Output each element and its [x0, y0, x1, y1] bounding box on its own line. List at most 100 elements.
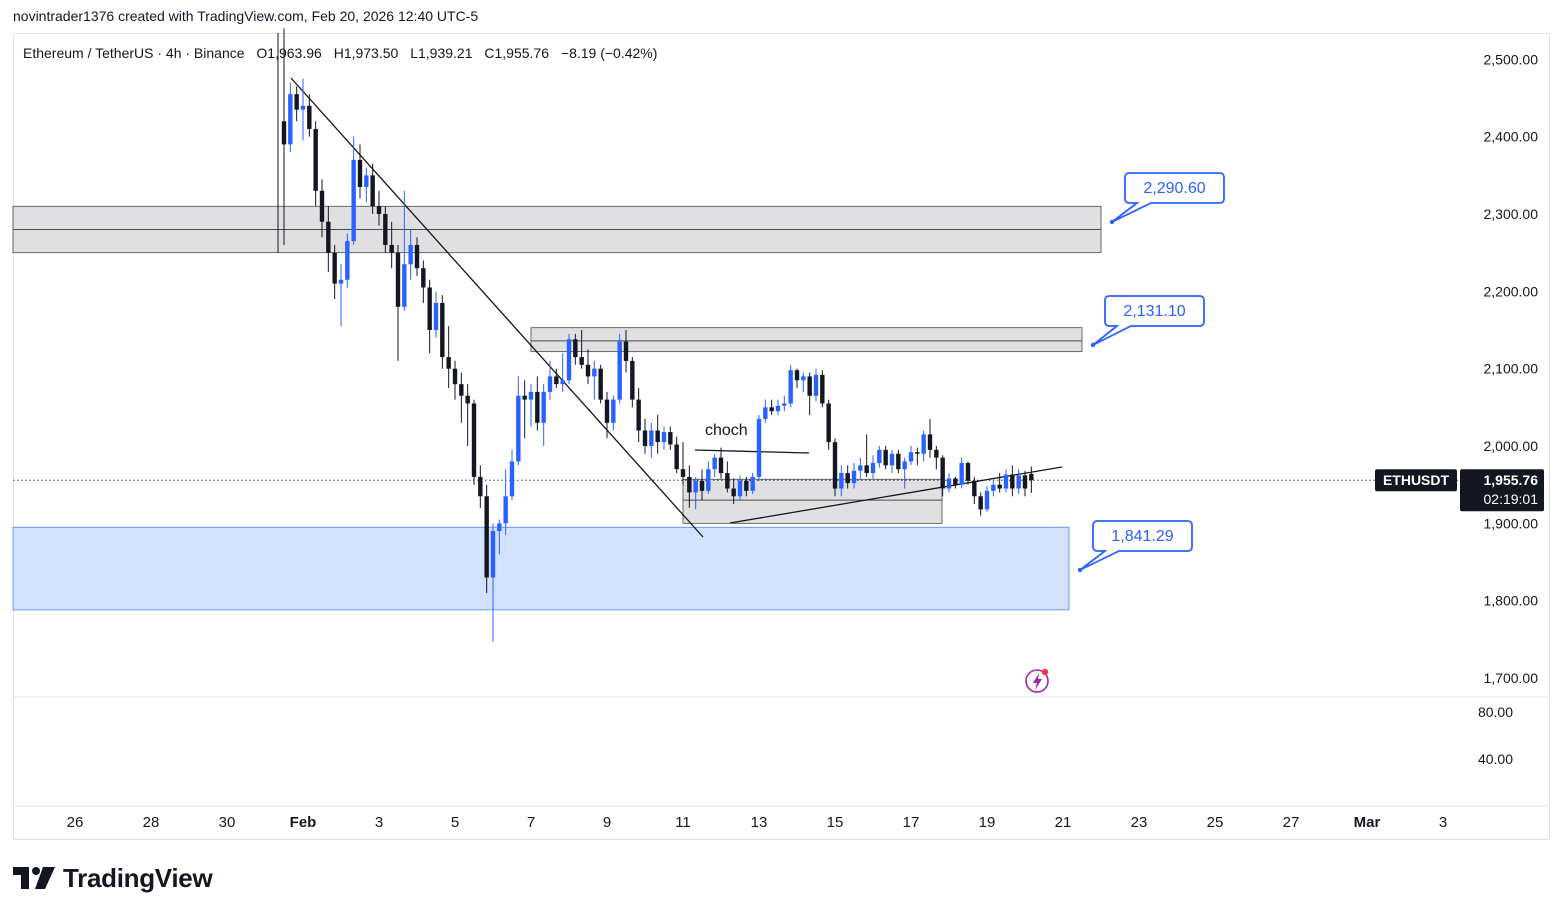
last-price-text: 1,955.76: [1484, 472, 1539, 488]
candle: [826, 399, 831, 450]
downtrend-line: [290, 77, 704, 538]
time-tick-label: 3: [1439, 814, 1447, 831]
symbol-label[interactable]: Ethereum / TetherUS · 4h · Binance: [23, 45, 245, 61]
time-tick-label: 28: [143, 814, 160, 831]
callout-label: 2,290.60: [1143, 180, 1205, 197]
candle: [807, 372, 812, 416]
candle-body: [414, 244, 420, 269]
candle-body: [902, 461, 907, 470]
countdown-text: 02:19:01: [1484, 491, 1539, 507]
candle: [744, 476, 749, 497]
price-callout: 1,841.29: [1077, 520, 1193, 573]
candle-body: [484, 496, 489, 578]
symbol-badge-text: ETHUSDT: [1383, 472, 1450, 488]
callout-anchor-dot: [1077, 567, 1083, 573]
candle: [927, 418, 933, 458]
price-tick-label: 1,700.00: [1484, 670, 1539, 686]
time-tick-label: 25: [1207, 814, 1224, 831]
candle: [984, 486, 990, 512]
candle: [972, 476, 977, 504]
candle-body: [433, 302, 439, 331]
candle: [459, 372, 464, 423]
time-tick-label: Feb: [290, 814, 317, 831]
candle-body: [452, 368, 458, 385]
candle-body: [370, 175, 375, 207]
change-value: −8.19 (−0.42%): [560, 45, 658, 61]
candle-body: [364, 175, 369, 187]
candle-body: [541, 391, 546, 423]
price-tick-label: 2,000.00: [1484, 438, 1539, 454]
candle: [364, 167, 369, 203]
candle: [288, 82, 293, 153]
candle-body: [870, 463, 876, 474]
candle: [332, 244, 337, 300]
candle-body: [756, 418, 762, 477]
candle-body: [965, 463, 971, 481]
candle: [756, 415, 762, 481]
candle: [674, 436, 679, 474]
candle: [680, 442, 686, 485]
candle-body: [465, 395, 470, 404]
candle: [623, 330, 629, 373]
candle-body: [820, 374, 825, 404]
candle: [465, 384, 470, 446]
candle: [896, 449, 901, 474]
candle: [965, 461, 971, 485]
candle-body: [338, 279, 344, 284]
candle: [281, 28, 287, 245]
candle: [617, 333, 622, 404]
candle-body: [744, 480, 749, 491]
candle: [402, 190, 407, 311]
indicator-tick-label: 80.00: [1478, 704, 1513, 720]
candle: [484, 484, 489, 593]
candle-body: [801, 376, 806, 381]
candle-body: [934, 449, 939, 458]
candle: [934, 446, 939, 470]
candle: [801, 372, 806, 392]
candle-body: [516, 395, 521, 462]
price-axis: 2,500.00 2,400.00 2,300.00 2,200.00 2,100.00…: [13, 51, 1550, 807]
candle-body: [661, 432, 667, 443]
candle: [839, 465, 844, 497]
price-callout: 2,290.60: [1109, 172, 1225, 225]
candle: [471, 399, 477, 485]
ohlc-legend: Ethereum / TetherUS · 4h · Binance O1,96…: [23, 45, 665, 61]
candle: [509, 449, 515, 501]
candle-body: [1003, 474, 1009, 489]
candle-body: [389, 244, 394, 253]
candle: [921, 430, 926, 462]
symbol-badge: [1375, 469, 1457, 492]
candle-body: [763, 407, 768, 419]
candle: [338, 264, 344, 327]
candle: [630, 357, 635, 408]
price-tick-label: 2,500.00: [1484, 51, 1539, 67]
candle-body: [630, 360, 635, 400]
callout-anchor-dot: [1109, 219, 1115, 225]
candle-body: [750, 476, 755, 491]
candle-body: [864, 465, 869, 474]
candle-body: [623, 341, 629, 361]
candle: [421, 260, 426, 303]
candle: [788, 364, 793, 408]
candle: [579, 330, 584, 369]
time-tick-label: 27: [1283, 814, 1300, 831]
candle-body: [940, 457, 945, 489]
candle-body: [991, 484, 996, 491]
zone-resistance-mid: [530, 327, 1083, 353]
tradingview-logo-icon: [13, 867, 55, 889]
candle-body: [693, 480, 698, 493]
candle: [503, 469, 508, 535]
candle-body: [490, 531, 496, 578]
candle: [395, 244, 401, 361]
indicator-tick-label: 40.00: [1478, 751, 1513, 767]
time-tick-label: 26: [67, 814, 84, 831]
candle-body: [408, 244, 413, 265]
candle-body: [395, 252, 401, 307]
candle-body: [573, 339, 578, 358]
candle: [541, 384, 546, 446]
time-tick-label: 19: [979, 814, 996, 831]
tradingview-logo[interactable]: TradingView: [13, 862, 213, 894]
candle: [528, 384, 534, 427]
price-callout: 2,131.10: [1090, 295, 1205, 348]
